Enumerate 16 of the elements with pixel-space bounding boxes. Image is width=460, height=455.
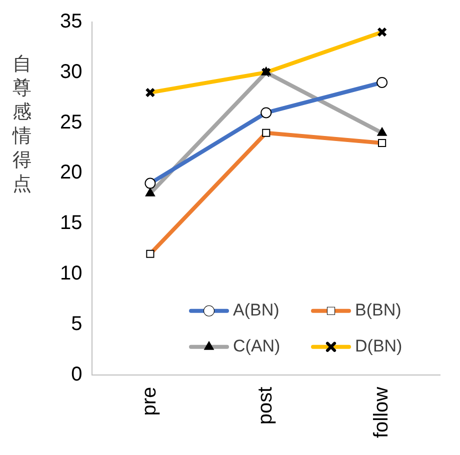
- legend-label: D(BN): [355, 336, 402, 356]
- y-tick-label: 0: [71, 363, 82, 386]
- y-tick-label: 35: [60, 10, 82, 33]
- y-tick-label: 20: [60, 162, 82, 184]
- y-tick-label: 25: [60, 111, 82, 134]
- x-tick-label: pre: [138, 386, 161, 416]
- y-tick-label: 30: [60, 60, 82, 83]
- x-tick-label: post: [254, 386, 277, 425]
- y-tick-label: 10: [60, 262, 82, 285]
- legend-label: A(BN): [233, 300, 280, 320]
- x-tick-label: follow: [370, 386, 393, 438]
- legend-label: B(BN): [355, 300, 402, 320]
- y-tick-label: 15: [60, 212, 82, 234]
- y-tick-label: 5: [71, 312, 82, 335]
- legend-label: C(AN): [233, 336, 280, 356]
- y-axis-title: 自尊感情得点: [11, 52, 32, 196]
